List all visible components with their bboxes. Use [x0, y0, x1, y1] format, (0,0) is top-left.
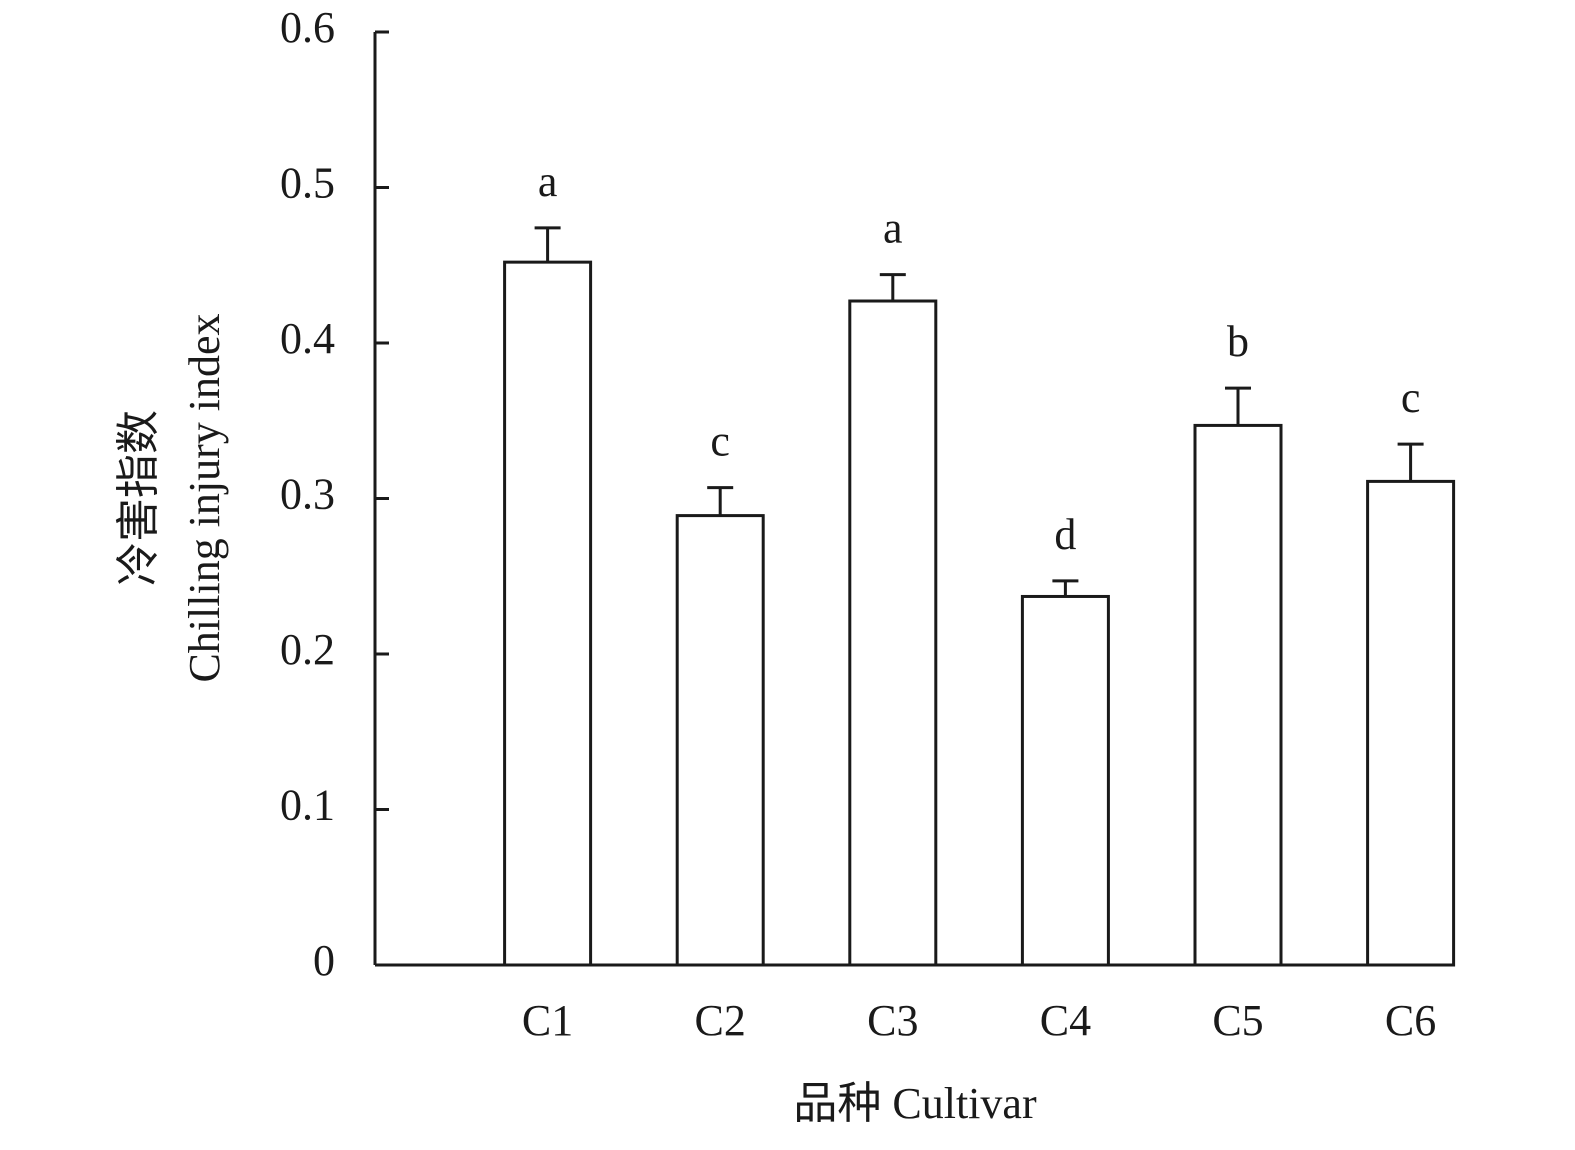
- significance-letter: a: [538, 157, 558, 206]
- y-tick-label: 0.3: [280, 470, 335, 519]
- bar: [848, 299, 938, 967]
- significance-letter: c: [1401, 373, 1421, 422]
- y-tick-label: 0.4: [280, 314, 335, 363]
- significance-letter: d: [1054, 510, 1076, 559]
- y-tick-label: 0.2: [280, 625, 335, 674]
- y-axis-label: 冷害指数: [114, 410, 163, 586]
- y-tick-label: 0.5: [280, 159, 335, 208]
- x-tick-label: C5: [1212, 996, 1263, 1045]
- x-tick-label: C3: [867, 996, 918, 1045]
- y-axis-label-group: 冷害指数 Chilling injury index: [114, 313, 229, 682]
- x-tick-label: C2: [695, 996, 746, 1045]
- bar: [503, 260, 593, 967]
- x-axis-label: 品种 Cultivar: [793, 1079, 1037, 1128]
- x-tick-label: C1: [522, 996, 573, 1045]
- x-tick-label: C6: [1385, 996, 1436, 1045]
- bar: [1366, 479, 1456, 967]
- y-tick-label: 0.1: [280, 781, 335, 830]
- y-tick-label: 0.6: [280, 3, 335, 52]
- bar: [1193, 423, 1283, 967]
- bar: [1020, 594, 1110, 967]
- significance-letter: a: [883, 204, 903, 253]
- significance-letter: c: [710, 417, 730, 466]
- significance-letter: b: [1227, 317, 1249, 366]
- bar: [675, 514, 765, 967]
- y-tick-label: 0: [313, 936, 335, 985]
- y-axis-label: Chilling injury index: [180, 313, 229, 682]
- x-tick-label: C4: [1040, 996, 1091, 1045]
